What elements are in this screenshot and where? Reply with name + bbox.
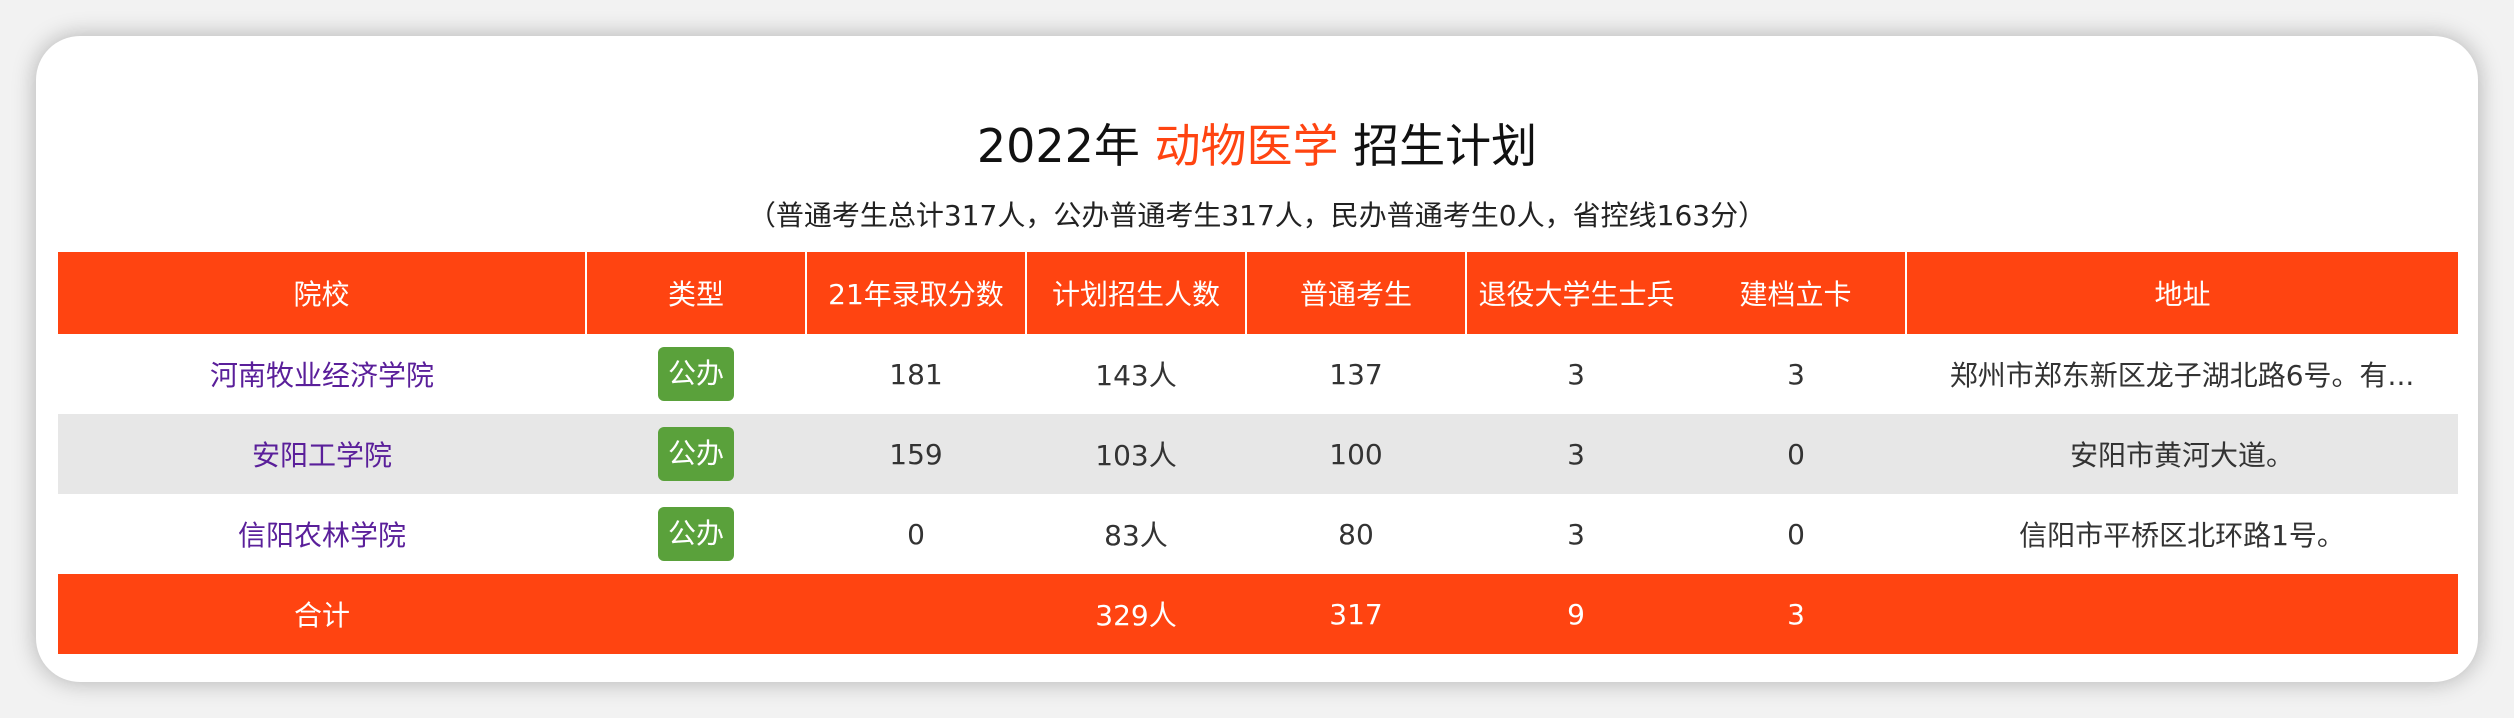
address-cell: 郑州市郑东新区龙子湖北路6号。有... — [1949, 359, 2415, 392]
veterans-cell: 3 — [1567, 357, 1585, 391]
title-suffix: 招生计划 — [1338, 119, 1538, 173]
table-row: 河南牧业经济学院 公办 181 143人 137 3 3 郑州市郑东新区龙子湖北… — [58, 334, 2458, 414]
poverty-cell: 3 — [1787, 357, 1805, 391]
column-header-school[interactable]: 院校 — [58, 252, 587, 334]
plan-cell: 103人 — [1026, 414, 1246, 494]
type-cell: 公办 — [586, 494, 806, 574]
column-header-veterans[interactable]: 退役大学生士兵 — [1466, 252, 1686, 334]
poverty-cell: 0 — [1787, 517, 1805, 551]
score-21-cell: 181 — [889, 357, 943, 391]
school-link[interactable]: 信阳农林学院 — [237, 519, 406, 552]
column-header-poverty[interactable]: 建档立卡 — [1686, 252, 1907, 334]
table-row: 安阳工学院 公办 159 103人 100 3 0 安阳市黄河大道。 — [58, 414, 2458, 494]
column-header-regular[interactable]: 普通考生 — [1246, 252, 1467, 334]
veterans-cell: 3 — [1466, 414, 1686, 494]
table-row: 信阳农林学院 公办 0 83人 80 3 0 信阳市平桥区北环路1号。 — [58, 494, 2458, 574]
type-badge: 公办 — [657, 347, 734, 401]
address-cell: 安阳市黄河大道。 — [1906, 414, 2458, 494]
table-header-row: 院校 类型 21年录取分数 计划招生人数 普通考生 退役大学生士兵 建档立卡 地… — [58, 252, 2458, 334]
plan-cell: 83人 — [1104, 519, 1168, 552]
plan-cell: 143人 — [1095, 359, 1177, 392]
regular-cell: 80 — [1338, 517, 1374, 551]
poverty-cell: 0 — [1686, 414, 1906, 494]
type-badge: 公办 — [657, 427, 734, 481]
column-header-address[interactable]: 地址 — [1906, 252, 2458, 334]
score-21-cell: 0 — [907, 517, 925, 551]
column-header-type[interactable]: 类型 — [586, 252, 807, 334]
total-veterans: 9 — [1466, 574, 1686, 654]
page-subtitle: （普通考生总计317人，公办普通考生317人，民办普通考生0人，省控线163分） — [747, 199, 1767, 232]
title-major: 动物医学 — [1154, 119, 1339, 173]
total-address-cell — [1906, 574, 2458, 654]
total-row: 合计 329人 317 9 3 — [58, 574, 2458, 654]
page-title: 2022年 动物医学 招生计划 — [36, 118, 2478, 174]
school-link[interactable]: 河南牧业经济学院 — [209, 359, 434, 392]
regular-cell: 137 — [1329, 357, 1383, 391]
address-cell: 信阳市平桥区北环路1号。 — [2019, 519, 2345, 552]
enrollment-table: 院校 类型 21年录取分数 计划招生人数 普通考生 退役大学生士兵 建档立卡 地… — [58, 252, 2458, 654]
column-header-plan[interactable]: 计划招生人数 — [1026, 252, 1247, 334]
type-cell: 公办 — [586, 414, 806, 494]
total-poverty: 3 — [1686, 574, 1906, 654]
total-label: 合计 — [58, 574, 586, 654]
column-header-score-21[interactable]: 21年录取分数 — [806, 252, 1027, 334]
title-prefix: 2022年 — [976, 119, 1155, 173]
total-score-21-cell — [806, 574, 1026, 654]
total-plan: 329人 — [1026, 574, 1246, 654]
type-badge: 公办 — [657, 507, 734, 561]
score-21-cell: 159 — [806, 414, 1026, 494]
type-cell: 公办 — [586, 334, 806, 414]
total-type-cell — [586, 574, 806, 654]
veterans-cell: 3 — [1567, 517, 1585, 551]
regular-cell: 100 — [1246, 414, 1466, 494]
total-regular: 317 — [1246, 574, 1466, 654]
school-link[interactable]: 安阳工学院 — [58, 414, 586, 494]
